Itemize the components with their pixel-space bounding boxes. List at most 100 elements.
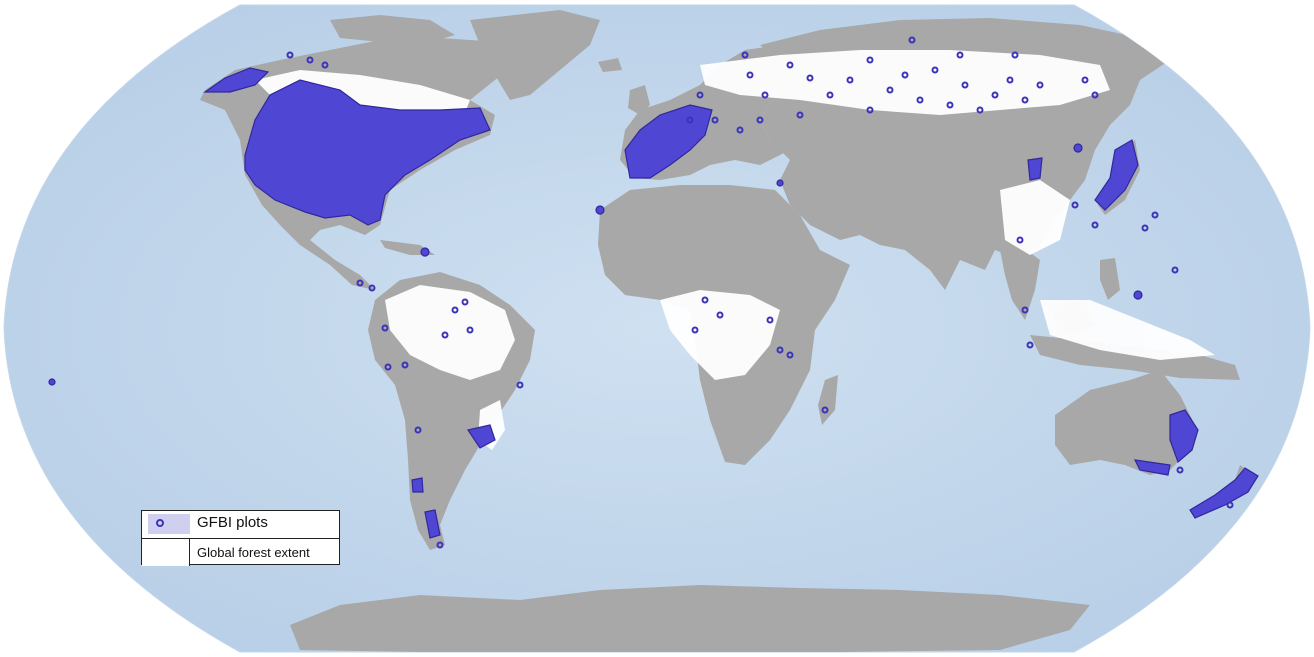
plot-marker	[1091, 221, 1099, 229]
plot-marker	[736, 126, 744, 134]
plots-chile	[411, 477, 424, 493]
plot-marker	[401, 361, 409, 369]
plot-marker	[821, 406, 829, 414]
plot-marker	[1226, 501, 1234, 509]
plot-marker	[1171, 266, 1179, 274]
plot-marker	[356, 279, 364, 287]
plot-marker	[866, 106, 874, 114]
plot-marker	[686, 116, 694, 124]
forest-southeast-asia	[1040, 300, 1215, 360]
plot-marker	[1026, 341, 1034, 349]
plot-marker	[461, 298, 469, 306]
plot-marker	[908, 36, 916, 44]
southeast-asia	[1000, 245, 1040, 320]
plot-marker	[441, 331, 449, 339]
plots-china	[1027, 157, 1043, 181]
legend-item-forest: Global forest extent	[142, 538, 339, 566]
forest-boreal-eurasia	[700, 50, 1110, 115]
legend-item-plots: GFBI plots	[142, 511, 339, 538]
plot-marker	[701, 296, 709, 304]
plot-marker	[796, 111, 804, 119]
plot-marker	[1151, 211, 1159, 219]
arctic-islands	[330, 15, 455, 45]
plot-marker	[691, 326, 699, 334]
plot-marker	[946, 101, 954, 109]
plot-marker	[716, 311, 724, 319]
plot-marker	[1073, 143, 1083, 153]
map-legend: GFBI plots Global forest extent	[141, 510, 340, 566]
forest-east-asia	[1000, 180, 1070, 255]
philippines	[1100, 258, 1120, 300]
plot-marker	[1141, 224, 1149, 232]
plot-marker	[420, 247, 430, 257]
greenland	[470, 10, 600, 100]
plot-marker	[451, 306, 459, 314]
plot-marker	[756, 116, 764, 124]
gfbi-plot-markers	[286, 36, 1234, 549]
plot-marker	[786, 351, 794, 359]
plot-marker	[321, 61, 329, 69]
plot-marker	[776, 346, 784, 354]
plot-marker	[1081, 76, 1089, 84]
plot-marker	[961, 81, 969, 89]
antarctica	[290, 585, 1090, 652]
plot-marker	[886, 86, 894, 94]
plot-marker	[711, 116, 719, 124]
iceland	[598, 58, 622, 72]
plot-marker	[991, 91, 999, 99]
plot-marker	[286, 51, 294, 59]
white-swatch-icon	[142, 539, 190, 566]
plot-marker	[1016, 236, 1024, 244]
plot-marker	[48, 378, 56, 386]
plot-marker	[595, 205, 605, 215]
plot-marker	[826, 91, 834, 99]
plot-marker	[516, 381, 524, 389]
plot-marker	[786, 61, 794, 69]
plots-new-zealand	[1189, 467, 1259, 519]
plot-marker	[741, 51, 749, 59]
gfbi-plots	[48, 67, 1259, 539]
circle-marker-icon	[156, 519, 164, 527]
plot-marker	[776, 179, 784, 187]
plot-marker	[766, 316, 774, 324]
plot-marker	[696, 91, 704, 99]
plot-marker	[368, 284, 376, 292]
plot-marker	[1133, 290, 1143, 300]
plot-marker	[1011, 51, 1019, 59]
plot-marker	[866, 56, 874, 64]
plot-marker	[436, 541, 444, 549]
plot-marker	[1021, 306, 1029, 314]
plot-marker	[761, 91, 769, 99]
legend-label-plots: GFBI plots	[197, 514, 268, 531]
british-isles	[628, 85, 650, 115]
forest-congo	[660, 290, 780, 380]
plots-australia-south	[1133, 459, 1171, 476]
plot-marker	[384, 363, 392, 371]
plot-marker	[956, 51, 964, 59]
plot-marker	[414, 426, 422, 434]
plot-marker	[381, 324, 389, 332]
plot-marker	[1176, 466, 1184, 474]
plot-marker	[931, 66, 939, 74]
plot-marker	[1071, 201, 1079, 209]
plots-japan	[1094, 139, 1139, 211]
plot-marker	[1036, 81, 1044, 89]
plot-marker	[1091, 91, 1099, 99]
plot-marker	[466, 326, 474, 334]
plots-australia-east	[1169, 409, 1199, 464]
maritime-southeast-asia	[1030, 335, 1240, 380]
plot-marker	[976, 106, 984, 114]
legend-label-forest: Global forest extent	[197, 545, 310, 560]
plots-brazil	[467, 424, 496, 449]
legend-plot-swatch	[148, 514, 190, 534]
plot-marker	[1006, 76, 1014, 84]
forest-amazon	[385, 285, 515, 380]
plots-alaska	[203, 67, 270, 93]
plots-north-america	[244, 79, 491, 226]
plot-marker	[846, 76, 854, 84]
australia	[1055, 370, 1195, 475]
plot-marker	[901, 71, 909, 79]
plot-marker	[806, 74, 814, 82]
plot-marker	[916, 96, 924, 104]
